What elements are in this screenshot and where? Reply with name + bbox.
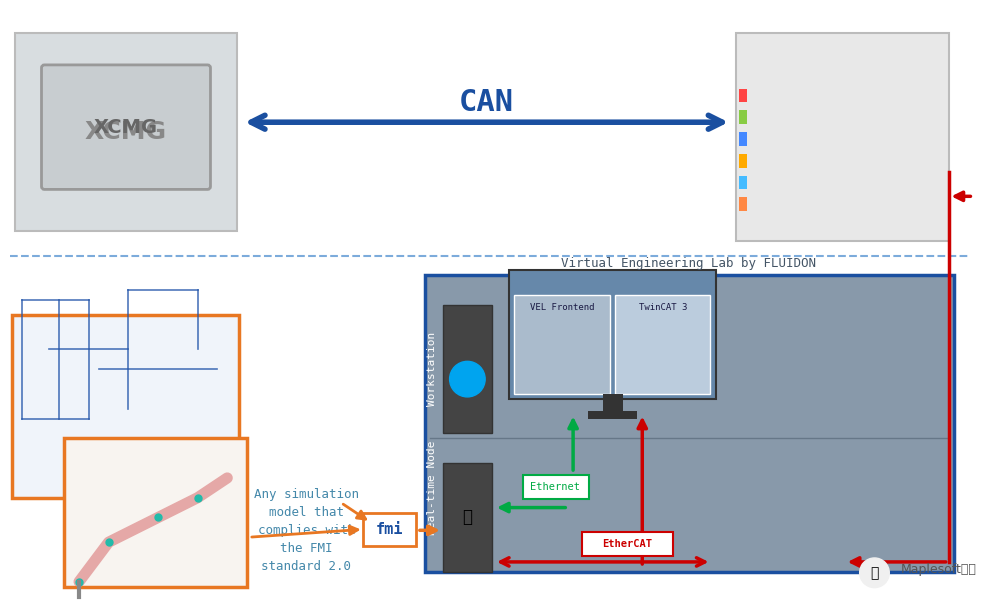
FancyBboxPatch shape: [736, 33, 948, 241]
Text: TwinCAT 3: TwinCAT 3: [639, 303, 687, 312]
Text: EtherCAT: EtherCAT: [602, 539, 653, 549]
Bar: [739, 89, 747, 102]
Text: ⊞: ⊞: [459, 370, 475, 389]
Circle shape: [860, 558, 889, 588]
FancyBboxPatch shape: [425, 275, 953, 572]
Text: Maplesoft公司: Maplesoft公司: [901, 563, 977, 577]
Text: 🐧: 🐧: [462, 509, 472, 526]
Bar: [739, 176, 747, 189]
FancyBboxPatch shape: [442, 463, 492, 572]
FancyBboxPatch shape: [514, 295, 610, 394]
Text: CAN: CAN: [458, 88, 514, 117]
Bar: [739, 197, 747, 211]
Text: VEL Frontend: VEL Frontend: [530, 303, 594, 312]
Bar: [588, 411, 637, 419]
FancyBboxPatch shape: [582, 532, 673, 556]
FancyBboxPatch shape: [15, 33, 237, 231]
Text: Any simulation
model that
complies with
the FMI
standard 2.0: Any simulation model that complies with …: [254, 488, 359, 573]
Text: Real-time Node: Real-time Node: [427, 441, 436, 535]
FancyBboxPatch shape: [509, 271, 716, 399]
Text: 🍁: 🍁: [870, 565, 879, 580]
FancyBboxPatch shape: [363, 512, 416, 546]
Text: XCMG: XCMG: [93, 118, 158, 136]
Text: XCMG: XCMG: [84, 120, 167, 144]
Bar: [739, 132, 747, 146]
Circle shape: [449, 361, 485, 397]
FancyBboxPatch shape: [615, 295, 710, 394]
Text: Virtual Engineering Lab by FLUIDON: Virtual Engineering Lab by FLUIDON: [561, 258, 816, 271]
Bar: [739, 110, 747, 124]
FancyBboxPatch shape: [64, 438, 247, 587]
Bar: [739, 154, 747, 168]
FancyBboxPatch shape: [523, 475, 589, 499]
Text: Ethernet: Ethernet: [531, 482, 580, 492]
FancyBboxPatch shape: [442, 305, 492, 433]
Text: fmi: fmi: [376, 522, 403, 537]
Text: Workstation: Workstation: [427, 332, 436, 406]
FancyBboxPatch shape: [42, 65, 210, 189]
FancyBboxPatch shape: [12, 315, 239, 498]
Bar: [603, 394, 623, 414]
